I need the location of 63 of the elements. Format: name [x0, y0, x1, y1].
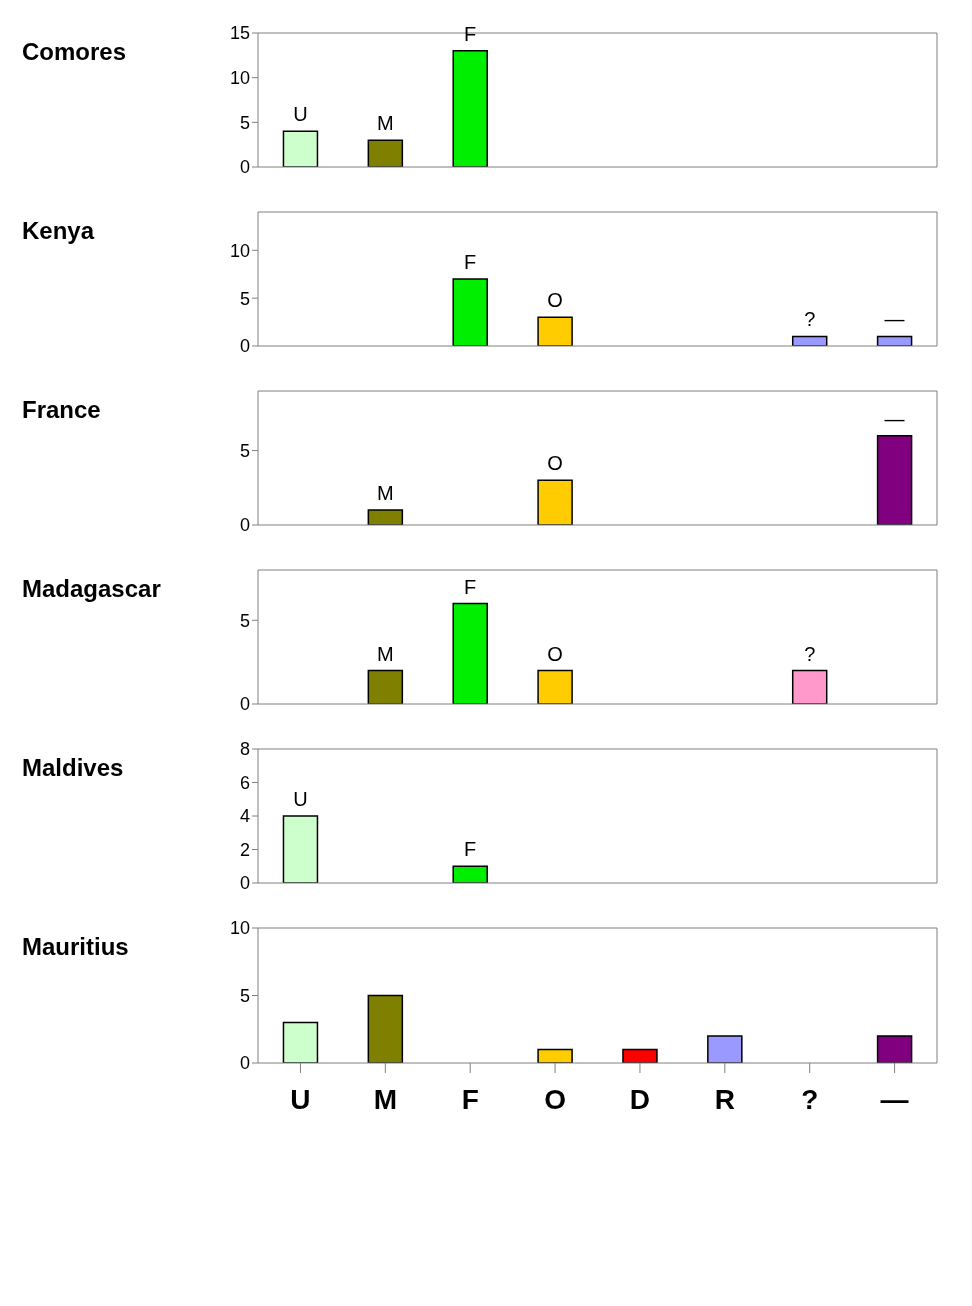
- x-tick-label: O: [544, 1083, 566, 1115]
- x-tick-label: F: [461, 1083, 479, 1115]
- bar: [452, 50, 488, 167]
- bar: [367, 994, 404, 1063]
- annotation: O: [547, 642, 563, 665]
- chart-title: Mauritius: [22, 933, 129, 961]
- y-tick-label: 5: [239, 112, 250, 133]
- y-tick-label: 10: [229, 240, 250, 261]
- y-tick-label: 10: [229, 68, 250, 89]
- annotation: —: [884, 407, 905, 430]
- bar: [876, 1035, 913, 1063]
- text: Kenya: [22, 217, 95, 245]
- y-tick-label: 5: [239, 985, 250, 1006]
- x-tick-label: ?: [801, 1083, 819, 1115]
- bar: [537, 316, 573, 346]
- y-tick-label: 0: [239, 336, 250, 357]
- y-tick-label: 4: [239, 806, 250, 827]
- annotation: U: [293, 103, 308, 126]
- bar: [622, 1048, 658, 1063]
- annotation: M: [376, 482, 394, 505]
- x-tick-label: M: [373, 1083, 397, 1115]
- bar: [537, 1048, 573, 1063]
- annotation: ?: [804, 642, 816, 665]
- x-tick-label: U: [290, 1083, 311, 1115]
- y-tick-label: 2: [239, 839, 250, 860]
- annotation: F: [464, 251, 477, 273]
- annotation: F: [464, 575, 477, 598]
- chart-title: Comores: [22, 38, 127, 66]
- annotation: O: [547, 452, 563, 475]
- bar: [876, 434, 913, 525]
- y-tick-label: 10: [229, 918, 250, 939]
- x-tick-label: R: [714, 1083, 735, 1115]
- annotation: M: [376, 642, 394, 665]
- bar: [367, 139, 404, 167]
- y-tick-label: 0: [239, 1053, 250, 1074]
- annotation: U: [293, 788, 308, 810]
- chart-title: Madagascar: [22, 575, 161, 603]
- y-tick-label: 5: [239, 610, 250, 631]
- annotation: F: [464, 22, 477, 45]
- bar: [537, 479, 573, 525]
- y-tick-label: 0: [239, 515, 250, 536]
- annotation: F: [464, 838, 477, 861]
- x-tick-label: —: [880, 1083, 909, 1115]
- y-tick-label: 8: [239, 739, 250, 760]
- y-tick-label: 15: [229, 23, 250, 44]
- bar: [367, 509, 404, 525]
- bar: [282, 130, 319, 167]
- y-tick-label: 5: [239, 440, 250, 461]
- y-tick-label: 0: [239, 873, 250, 894]
- y-tick-label: 5: [239, 288, 250, 309]
- x-tick-label: D: [629, 1083, 651, 1115]
- bar: [452, 278, 488, 346]
- bar: [707, 1035, 743, 1063]
- chart-title: Maldives: [22, 754, 124, 782]
- bar: [282, 1021, 319, 1063]
- annotation: —: [884, 308, 905, 331]
- text: France: [22, 396, 101, 424]
- annotation: ?: [804, 308, 816, 331]
- annotation: O: [547, 289, 563, 312]
- y-tick-label: 0: [239, 157, 250, 178]
- y-tick-label: 6: [239, 772, 250, 793]
- annotation: M: [376, 112, 394, 135]
- y-tick-label: 0: [239, 694, 250, 715]
